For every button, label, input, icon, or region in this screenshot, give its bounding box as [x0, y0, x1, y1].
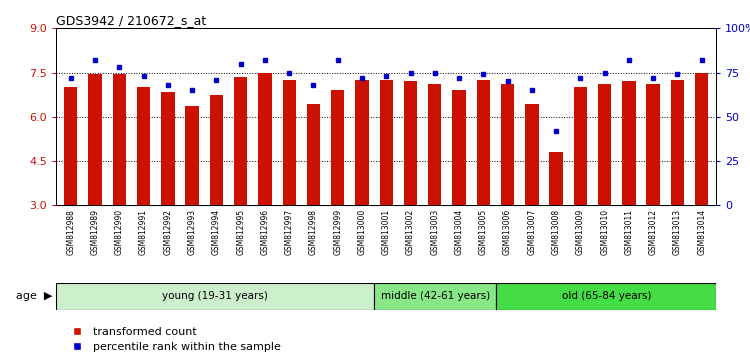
Bar [496, 283, 716, 310]
Text: GSM813000: GSM813000 [358, 209, 367, 256]
Text: GSM812994: GSM812994 [212, 209, 221, 255]
Bar [670, 80, 684, 205]
Bar [646, 84, 660, 205]
Bar [56, 283, 374, 310]
Text: GDS3942 / 210672_s_at: GDS3942 / 210672_s_at [56, 14, 206, 27]
Bar [452, 90, 466, 205]
Text: GSM813005: GSM813005 [478, 209, 488, 256]
Text: GSM813006: GSM813006 [503, 209, 512, 256]
Text: GSM813010: GSM813010 [600, 209, 609, 255]
Text: GSM812999: GSM812999 [333, 209, 342, 255]
Bar [112, 74, 126, 205]
Bar [331, 90, 344, 205]
Text: GSM813014: GSM813014 [698, 209, 706, 255]
Text: GSM812995: GSM812995 [236, 209, 245, 255]
Bar [283, 80, 296, 205]
Bar [550, 152, 562, 205]
Bar [374, 283, 496, 310]
Text: GSM813002: GSM813002 [406, 209, 415, 255]
Bar [574, 87, 587, 205]
Text: GSM812992: GSM812992 [164, 209, 172, 255]
Text: GSM812991: GSM812991 [139, 209, 148, 255]
Text: GSM813012: GSM813012 [649, 209, 658, 255]
Text: GSM812998: GSM812998 [309, 209, 318, 255]
Text: GSM812989: GSM812989 [91, 209, 100, 255]
Text: middle (42-61 years): middle (42-61 years) [380, 291, 490, 302]
Text: GSM813003: GSM813003 [430, 209, 439, 256]
Bar [598, 84, 611, 205]
Text: GSM813001: GSM813001 [382, 209, 391, 255]
Text: GSM812996: GSM812996 [260, 209, 269, 255]
Text: age  ▶: age ▶ [16, 291, 52, 302]
Bar [64, 87, 77, 205]
Text: GSM813007: GSM813007 [527, 209, 536, 256]
Bar [404, 81, 417, 205]
Bar [695, 73, 708, 205]
Bar [88, 74, 102, 205]
Text: GSM812997: GSM812997 [285, 209, 294, 255]
Bar [161, 92, 175, 205]
Text: GSM812993: GSM812993 [188, 209, 196, 255]
Bar [137, 87, 150, 205]
Bar [356, 80, 369, 205]
Bar [258, 73, 272, 205]
Bar [501, 84, 515, 205]
Text: GSM813011: GSM813011 [625, 209, 634, 255]
Text: old (65-84 years): old (65-84 years) [562, 291, 651, 302]
Bar [622, 81, 635, 205]
Bar [234, 77, 248, 205]
Bar [210, 95, 223, 205]
Text: GSM813008: GSM813008 [551, 209, 560, 255]
Bar [428, 84, 442, 205]
Text: young (19-31 years): young (19-31 years) [162, 291, 268, 302]
Legend: transformed count, percentile rank within the sample: transformed count, percentile rank withi… [62, 322, 285, 354]
Bar [525, 104, 538, 205]
Bar [185, 107, 199, 205]
Text: GSM812988: GSM812988 [66, 209, 75, 255]
Text: GSM813013: GSM813013 [673, 209, 682, 255]
Bar [307, 104, 320, 205]
Bar [380, 80, 393, 205]
Text: GSM813009: GSM813009 [576, 209, 585, 256]
Bar [477, 80, 490, 205]
Text: GSM812990: GSM812990 [115, 209, 124, 255]
Text: GSM813004: GSM813004 [454, 209, 464, 256]
